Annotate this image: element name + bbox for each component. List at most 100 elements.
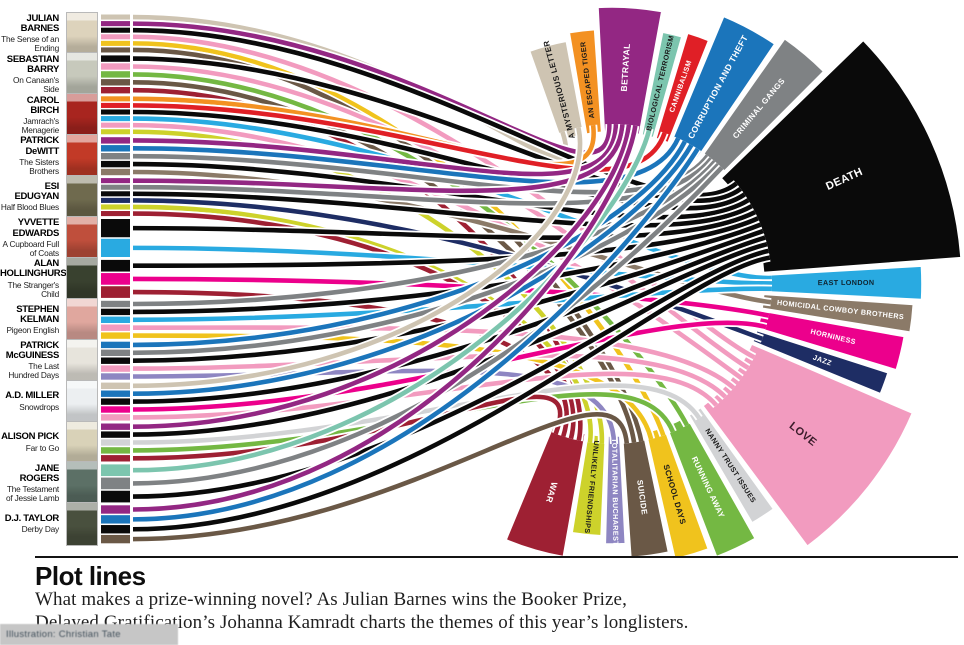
theme-stub-corruption-and-theft	[101, 341, 130, 349]
book-row: PATRICK DeWITT The Sisters Brothers	[0, 134, 100, 179]
theme-stub-betrayal	[101, 423, 130, 430]
footer-rule	[35, 556, 958, 558]
theme-stub-unlikely-friendships	[101, 204, 130, 210]
book-cover-thumbnail	[66, 134, 98, 179]
theme-stub-death	[101, 525, 130, 534]
book-row: JULIAN BARNES The Sense of an Ending	[0, 11, 100, 56]
book-text: ALISON PICK Far to Go	[0, 432, 62, 452]
book-text: ESI EDUGYAN Half Blood Blues	[0, 181, 62, 212]
theme-stub-east-london	[101, 116, 130, 122]
theme-stub-love	[101, 34, 130, 40]
book-cover-thumbnail	[66, 461, 98, 506]
flow-line-horniness	[132, 320, 767, 412]
theme-arc-ring	[504, 6, 962, 557]
book-title: The Sisters Brothers	[19, 156, 59, 176]
book-text: PATRICK McGUINESS The Last Hundred Days	[0, 339, 62, 381]
theme-stub-death	[101, 160, 130, 168]
book-row: STEPHEN KELMAN Pigeon English	[0, 297, 100, 342]
book-text: STEPHEN KELMAN Pigeon English	[0, 304, 62, 336]
flow-line-east-london	[132, 286, 772, 323]
book-cover-thumbnail	[66, 175, 98, 220]
theme-stub-biological-terrorism	[101, 464, 130, 477]
book-row: ALAN HOLLINGHURST The Stranger's Child	[0, 256, 100, 301]
theme-label-totalitarian-bucharest: TOTALITARIAN BUCHAREST	[610, 438, 620, 546]
book-title: The Last Hundred Days	[8, 361, 59, 381]
theme-stub-a-mysterious-letter	[101, 382, 130, 389]
author-name: YVVETTE EDWARDS	[12, 217, 60, 239]
theme-stub-war	[101, 211, 130, 217]
author-name: CAROL BIRCH	[26, 94, 60, 116]
book-title: Snowdrops	[19, 401, 59, 412]
book-title: The Stranger's Child	[7, 279, 60, 299]
theme-stub-horniness	[101, 406, 130, 413]
book-cover-thumbnail	[66, 420, 98, 465]
theme-stub-criminal-gangs	[101, 300, 130, 308]
book-text: JANE ROGERS The Testament of Jessie Lamb	[0, 463, 62, 503]
book-cover-thumbnail	[66, 93, 98, 138]
theme-label-east-london: EAST LONDON	[818, 278, 875, 287]
theme-stub-homicidal-cowboy-brothers	[101, 168, 130, 176]
theme-stub-east-london	[101, 316, 130, 323]
theme-stub-betrayal	[101, 21, 130, 27]
page-title: Plot lines	[35, 561, 146, 591]
flow-line-death	[132, 191, 753, 228]
theme-stub-war	[101, 286, 130, 298]
book-cover-thumbnail	[66, 338, 98, 383]
theme-stub-suicide	[101, 79, 130, 86]
book-text: A.D. MILLER Snowdrops	[0, 391, 62, 411]
book-text: ALAN HOLLINGHURST The Stranger's Child	[0, 259, 72, 299]
theme-stub-death	[101, 490, 130, 503]
flow-line-corruption-and-theft	[132, 137, 681, 185]
cover-art	[67, 298, 97, 341]
flow-line-criminal-gangs	[132, 159, 717, 307]
book-cover-thumbnail	[66, 52, 98, 97]
theme-stub-love	[101, 365, 130, 372]
theme-stub-criminal-gangs	[101, 477, 130, 490]
cover-art	[67, 339, 97, 382]
book-title: Derby Day	[21, 524, 60, 535]
cover-art	[67, 380, 97, 423]
theme-stub-cannibalism	[101, 102, 130, 108]
theme-stub-death	[101, 191, 130, 197]
theme-stub-suicide	[101, 47, 130, 53]
theme-stub-horniness	[101, 273, 130, 285]
cover-art	[67, 12, 97, 55]
author-name: PATRICK McGUINESS	[5, 339, 60, 362]
theme-stub-an-escaped-tiger	[101, 96, 130, 102]
book-title: Far to Go	[25, 442, 59, 453]
cover-art	[67, 257, 97, 300]
theme-stub-death	[101, 357, 130, 364]
theme-stub-love	[101, 324, 130, 331]
theme-stub-criminal-gangs	[101, 153, 130, 160]
theme-label-betrayal: BETRAYAL	[619, 43, 632, 92]
theme-stub-school-days	[101, 40, 130, 46]
flow-line-criminal-gangs	[132, 166, 724, 486]
cover-art	[67, 135, 97, 178]
flow-line-a-mysterious-letter	[132, 127, 583, 389]
book-title: A Cupboard Full of Coats	[2, 238, 60, 258]
theme-arc-war	[504, 423, 587, 557]
book-title: On Canaan's Side	[13, 75, 59, 95]
theme-stub-death	[101, 431, 130, 438]
flow-line-death	[132, 248, 770, 499]
theme-stub-unlikely-friendships	[101, 129, 130, 135]
book-text: D.J. TAYLOR Derby Day	[0, 513, 62, 535]
intro-line-1: What makes a prize-winning novel? As Jul…	[35, 589, 627, 610]
book-title: Pigeon English	[6, 325, 59, 336]
flow-line-betrayal	[132, 124, 632, 429]
theme-stub-nanny-trust-issues	[101, 439, 130, 446]
author-name: SEBASTIAN BARRY	[6, 53, 60, 75]
theme-stub-death	[101, 219, 130, 238]
flow-line-betrayal	[132, 21, 612, 155]
theme-stub-criminal-gangs	[101, 184, 130, 190]
theme-stub-betrayal	[101, 137, 130, 144]
book-cover-thumbnail	[66, 502, 98, 547]
book-cover-thumbnail	[66, 11, 98, 56]
book-title: Jamrach's Menagerie	[21, 116, 60, 136]
book-cover-thumbnail	[66, 256, 98, 301]
book-cover-thumbnail	[66, 297, 98, 342]
theme-stub-totalitarian-bucharest	[101, 373, 130, 380]
theme-stub-betrayal	[101, 178, 130, 184]
flow-line-death	[132, 56, 742, 203]
